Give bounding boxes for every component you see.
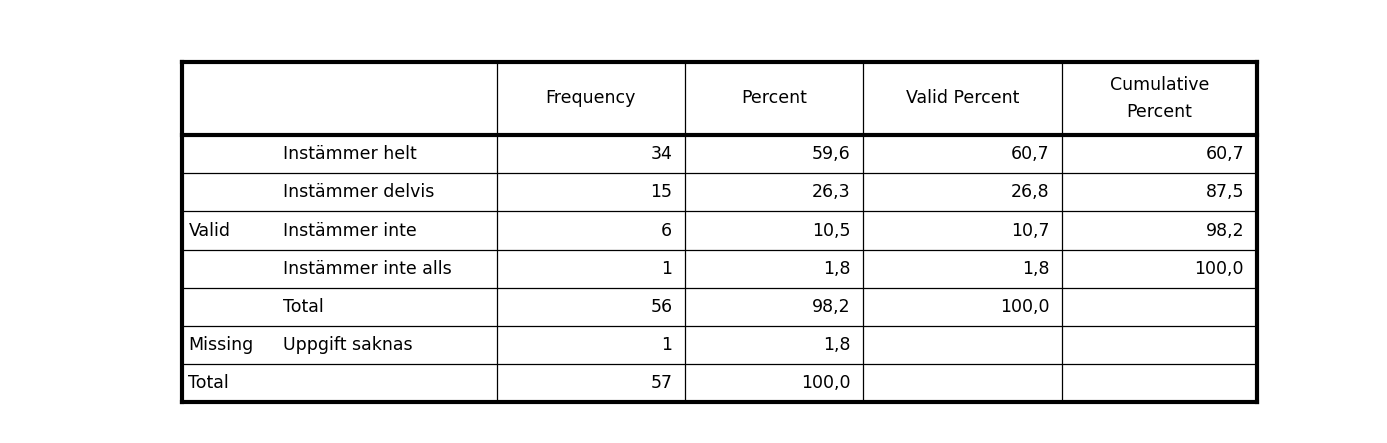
Text: 1,8: 1,8 bbox=[822, 336, 850, 354]
Text: Instämmer delvis: Instämmer delvis bbox=[283, 183, 434, 201]
Text: Instämmer inte: Instämmer inte bbox=[283, 222, 416, 240]
Text: 34: 34 bbox=[651, 145, 673, 163]
Text: Total: Total bbox=[283, 298, 323, 316]
Text: Percent: Percent bbox=[742, 89, 807, 107]
Text: 26,3: 26,3 bbox=[811, 183, 850, 201]
Text: 1,8: 1,8 bbox=[1022, 260, 1050, 278]
Text: Valid: Valid bbox=[189, 222, 230, 240]
Text: 87,5: 87,5 bbox=[1205, 183, 1244, 201]
Text: 100,0: 100,0 bbox=[1194, 260, 1244, 278]
Text: Valid Percent: Valid Percent bbox=[906, 89, 1019, 107]
Text: 100,0: 100,0 bbox=[800, 374, 850, 392]
Text: 100,0: 100,0 bbox=[1000, 298, 1050, 316]
Text: 60,7: 60,7 bbox=[1205, 145, 1244, 163]
Text: Cumulative
Percent: Cumulative Percent bbox=[1110, 76, 1209, 120]
Text: Uppgift saknas: Uppgift saknas bbox=[283, 336, 412, 354]
Text: 98,2: 98,2 bbox=[1205, 222, 1244, 240]
Text: 15: 15 bbox=[651, 183, 673, 201]
Text: 56: 56 bbox=[651, 298, 673, 316]
Text: Instämmer inte alls: Instämmer inte alls bbox=[283, 260, 452, 278]
Text: 1,8: 1,8 bbox=[822, 260, 850, 278]
Text: 10,5: 10,5 bbox=[811, 222, 850, 240]
Text: 60,7: 60,7 bbox=[1011, 145, 1050, 163]
Text: Missing: Missing bbox=[189, 336, 254, 354]
Text: 98,2: 98,2 bbox=[811, 298, 850, 316]
Text: Frequency: Frequency bbox=[545, 89, 637, 107]
Text: 6: 6 bbox=[662, 222, 673, 240]
Text: 26,8: 26,8 bbox=[1011, 183, 1050, 201]
Text: Total: Total bbox=[189, 374, 229, 392]
Text: 1: 1 bbox=[662, 336, 673, 354]
Text: 10,7: 10,7 bbox=[1011, 222, 1050, 240]
Text: 1: 1 bbox=[662, 260, 673, 278]
Text: Instämmer helt: Instämmer helt bbox=[283, 145, 416, 163]
Text: 59,6: 59,6 bbox=[811, 145, 850, 163]
Text: 57: 57 bbox=[651, 374, 673, 392]
